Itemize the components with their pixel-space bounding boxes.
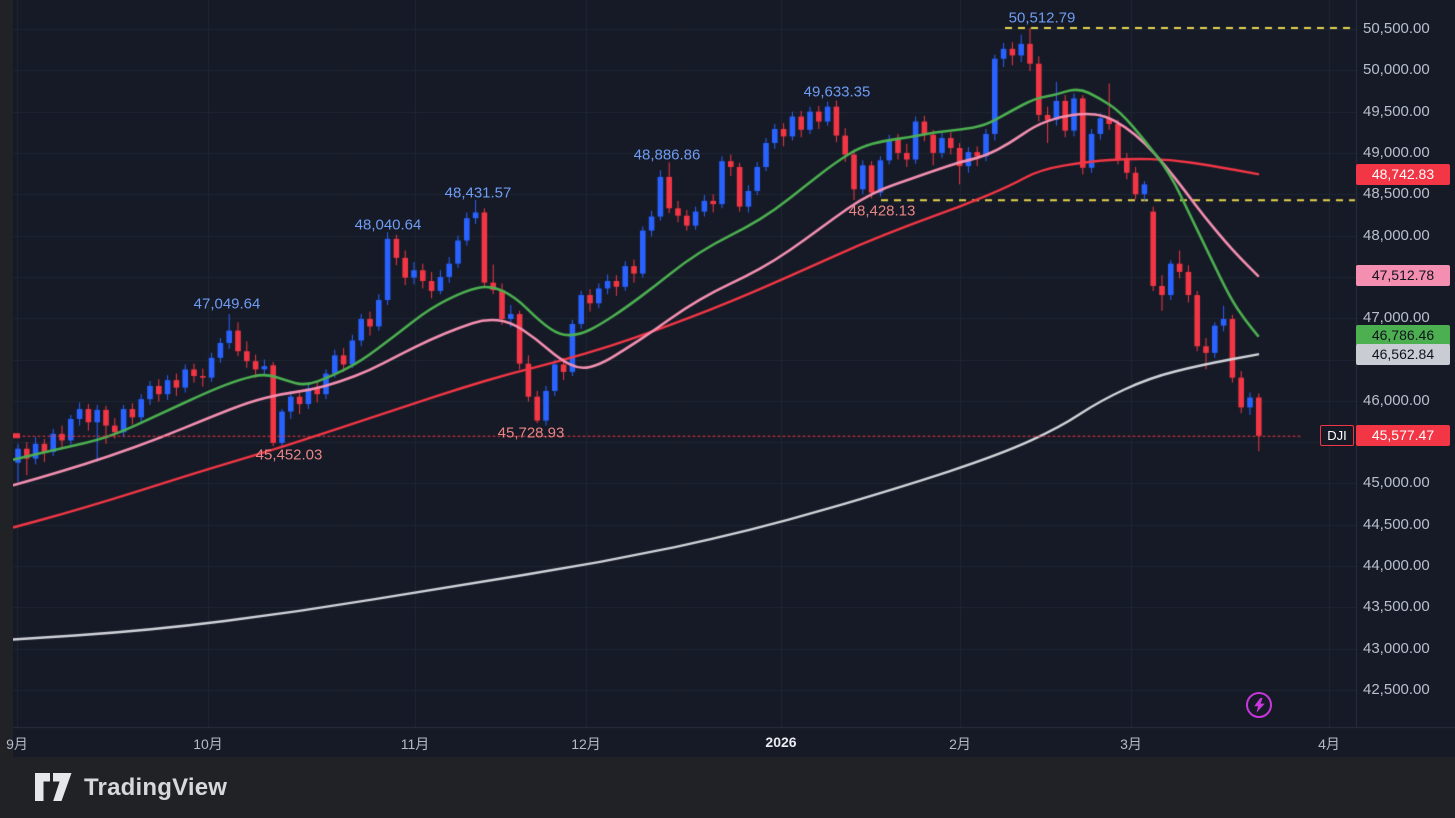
price-chart-canvas[interactable] <box>13 0 1455 757</box>
price-tick: 43,500.00 <box>1363 598 1430 616</box>
swing-high-label: 48,886.86 <box>633 146 701 164</box>
swing-high-label: 47,049.64 <box>193 295 261 313</box>
price-tick: 50,000.00 <box>1363 61 1430 79</box>
price-tick: 48,000.00 <box>1363 226 1430 244</box>
price-tick: 45,000.00 <box>1363 474 1430 492</box>
time-tick: 2月 <box>949 736 971 752</box>
ma-pink-badge: 47,512.78 <box>1356 265 1450 287</box>
bottom-bar: TradingView <box>0 757 1455 818</box>
swing-high-label: 50,512.79 <box>1008 9 1076 27</box>
price-tick: 44,000.00 <box>1363 557 1430 575</box>
ma-white-badge: 46,562.84 <box>1356 343 1450 365</box>
time-tick: 12月 <box>571 736 601 752</box>
price-tick: 49,000.00 <box>1363 143 1430 161</box>
time-tick: 2026 <box>765 734 797 750</box>
price-tick: 49,500.00 <box>1363 102 1430 120</box>
time-tick: 11月 <box>400 736 430 752</box>
price-tick: 42,500.00 <box>1363 681 1430 698</box>
price-tick: 44,500.00 <box>1363 515 1430 533</box>
swing-low-label: 48,428.13 <box>848 202 916 220</box>
price-tick: 46,000.00 <box>1363 391 1430 409</box>
price-tick: 43,000.00 <box>1363 639 1430 657</box>
lightning-button[interactable] <box>1246 692 1272 718</box>
swing-high-label: 48,040.64 <box>354 216 422 234</box>
chart-widget: 50,512.79 49,633.35 48,886.86 48,431.57 48,0… <box>6 0 1455 757</box>
symbol-badge: DJI <box>1320 425 1354 447</box>
last-price-badge: 45,577.47 <box>1356 425 1450 447</box>
time-tick: 9月 <box>6 736 28 752</box>
tradingview-logo-icon <box>35 773 72 801</box>
price-tick: 47,000.00 <box>1363 309 1430 327</box>
time-tick: 4月 <box>1318 736 1340 752</box>
time-tick: 10月 <box>193 736 223 752</box>
ma-red-badge: 48,742.83 <box>1356 163 1450 185</box>
swing-high-label: 48,431.57 <box>444 184 512 202</box>
price-tick: 48,500.00 <box>1363 185 1430 203</box>
ma-green-badge: 46,786.46 <box>1356 325 1450 347</box>
swing-low-label: 45,728.93 <box>497 424 565 442</box>
lightning-bolt-icon <box>1253 697 1265 713</box>
tradingview-logo-text: TradingView <box>84 773 228 801</box>
time-tick: 3月 <box>1120 736 1142 752</box>
swing-high-label: 49,633.35 <box>803 83 871 101</box>
price-tick: 50,500.00 <box>1363 20 1430 37</box>
swing-low-label: 45,452.03 <box>255 446 323 464</box>
tradingview-logo[interactable]: TradingView <box>35 773 227 802</box>
